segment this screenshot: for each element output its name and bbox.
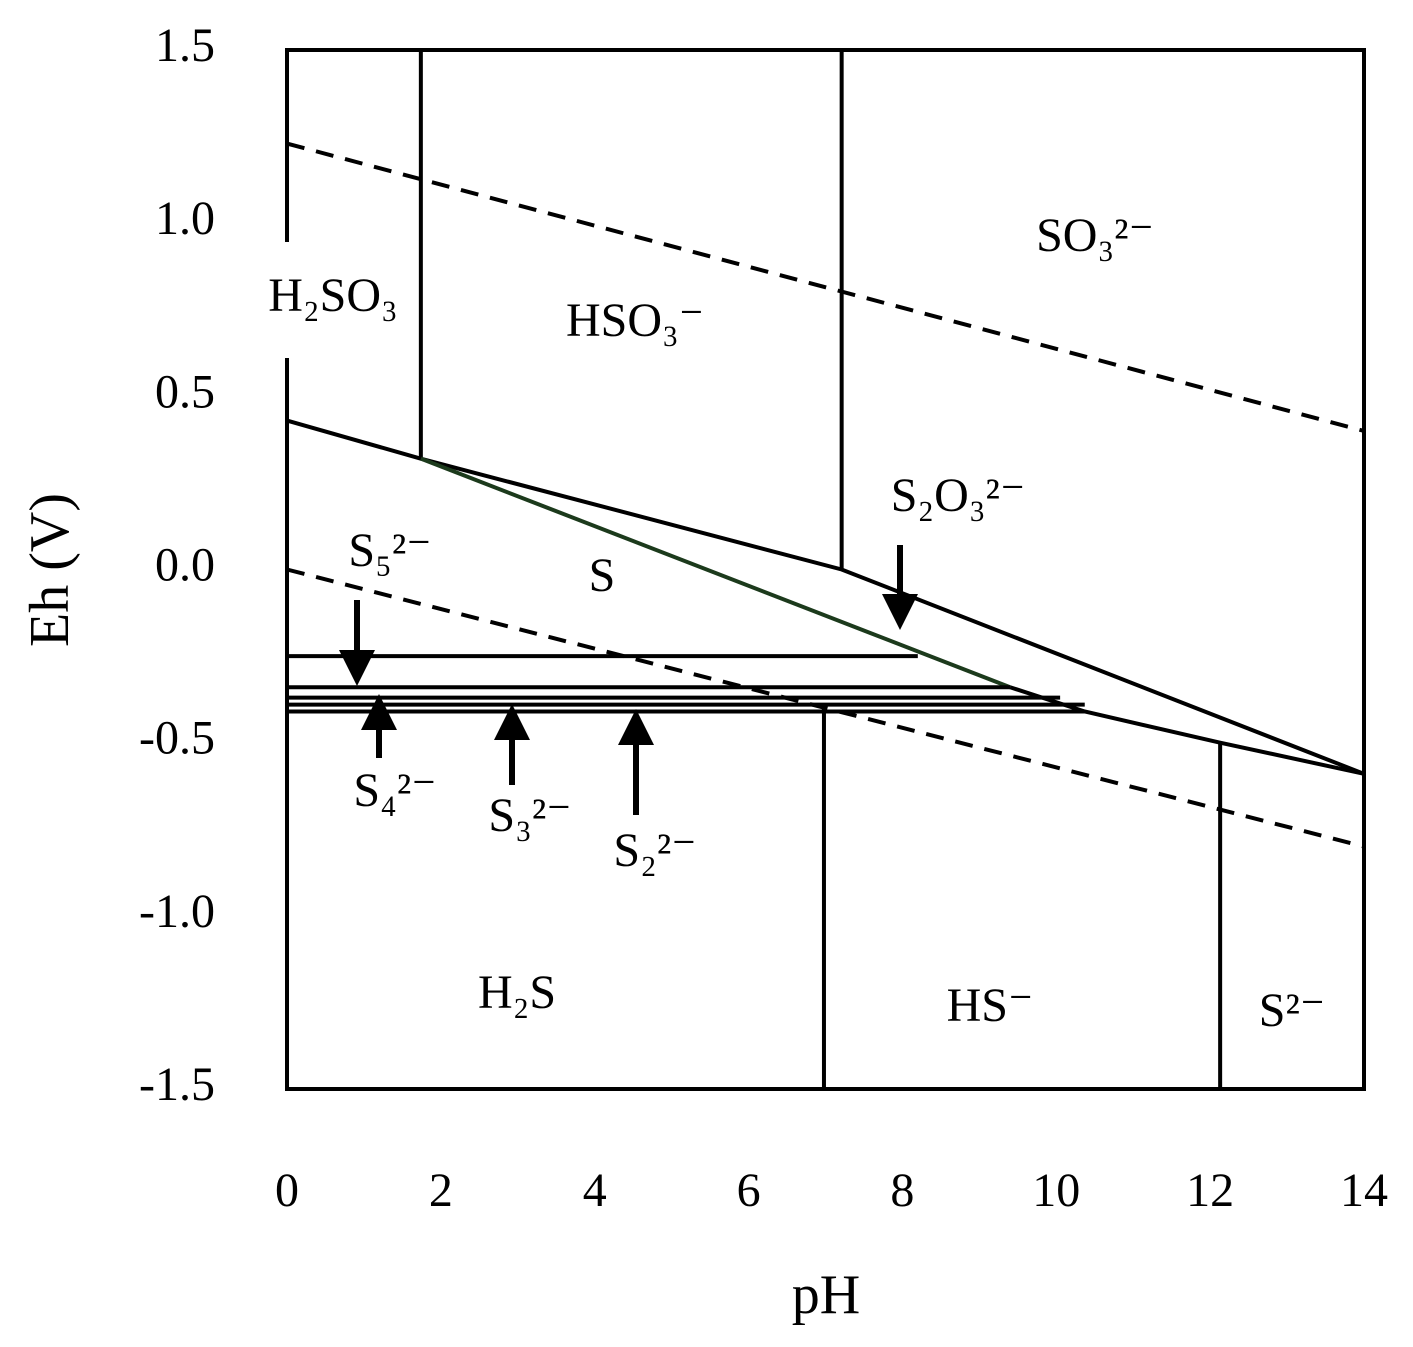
x-axis-title: pH (792, 1264, 860, 1326)
y-axis-title: Eh (V) (19, 493, 81, 647)
x-tick-label: 8 (890, 1164, 914, 1217)
x-tick-label: 4 (583, 1164, 607, 1217)
species-label: H₂SO₃ (268, 269, 398, 322)
y-tick-label: -1.5 (139, 1058, 215, 1111)
x-tick-label: 12 (1186, 1164, 1234, 1217)
species-label: S²⁻ (1259, 984, 1325, 1037)
species-label: S₄²⁻ (353, 764, 436, 817)
boundary-line (1009, 685, 1365, 776)
y-tick-label: 0.5 (155, 365, 215, 418)
label-background (248, 242, 418, 358)
y-tick-label: 0.0 (155, 539, 215, 592)
species-label: HS⁻ (947, 979, 1034, 1032)
x-tick-label: 2 (429, 1164, 453, 1217)
x-tick-label: 0 (275, 1164, 299, 1217)
y-tick-label: 1.5 (155, 19, 215, 72)
species-label: HSO₃⁻ (566, 294, 704, 347)
x-tick-label: 14 (1340, 1164, 1388, 1217)
x-tick-label: 10 (1032, 1164, 1080, 1217)
boundary-line (286, 418, 1365, 776)
y-tick-label: -0.5 (139, 712, 215, 765)
species-label: SO₃²⁻ (1036, 209, 1154, 262)
species-label: S₂²⁻ (613, 824, 696, 877)
species-label: S (589, 549, 616, 602)
species-label: H₂S (478, 966, 556, 1019)
y-tick-label: 1.0 (155, 192, 215, 245)
x-tick-label: 6 (737, 1164, 761, 1217)
species-label: S₂O₃²⁻ (891, 469, 1026, 522)
boundary-line (286, 141, 1365, 433)
species-label: S₃²⁻ (488, 789, 571, 842)
species-label: S₅²⁻ (348, 524, 431, 577)
boundary-line (420, 456, 1011, 690)
y-tick-label: -1.0 (139, 885, 215, 938)
